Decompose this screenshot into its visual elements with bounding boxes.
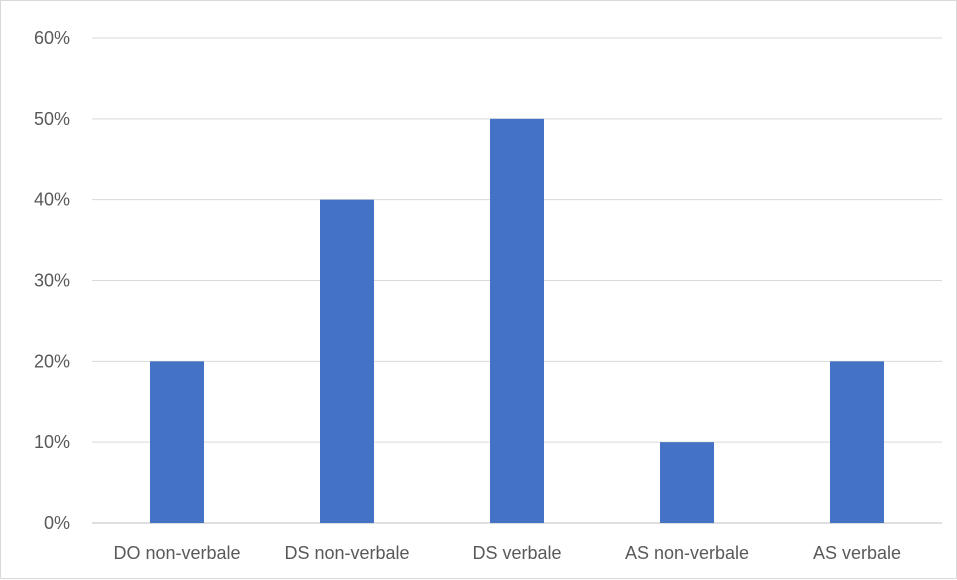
bar-as-non-verbale — [660, 442, 714, 523]
bar-ds-verbale — [490, 118, 544, 523]
y-tick-label: 50% — [34, 109, 70, 129]
x-tick-label: DO non-verbale — [113, 543, 240, 563]
y-axis-tick-labels: 0% 10% 20% 30% 40% 50% 60% — [34, 28, 70, 533]
y-tick-label: 10% — [34, 432, 70, 452]
y-tick-label: 40% — [34, 190, 70, 210]
bars — [150, 118, 884, 523]
bar-do-non-verbale — [150, 361, 204, 523]
y-tick-label: 0% — [44, 513, 70, 533]
y-tick-label: 20% — [34, 351, 70, 371]
y-tick-label: 30% — [34, 271, 70, 291]
x-tick-label: AS verbale — [813, 543, 901, 563]
x-axis-tick-labels: DO non-verbale DS non-verbale DS verbale AS… — [113, 543, 901, 563]
x-tick-label: DS verbale — [472, 543, 561, 563]
bar-as-verbale — [830, 361, 884, 523]
y-tick-label: 60% — [34, 28, 70, 48]
x-tick-label: DS non-verbale — [284, 543, 409, 563]
bar-ds-non-verbale — [320, 199, 374, 523]
x-tick-label: AS non-verbale — [625, 543, 749, 563]
